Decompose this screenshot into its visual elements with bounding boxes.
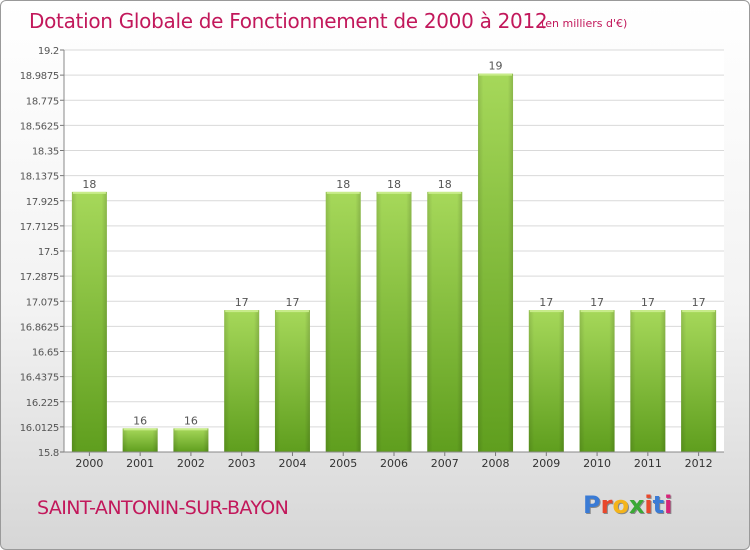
x-tick-label: 2000 <box>75 457 103 470</box>
data-label: 18 <box>387 178 401 191</box>
y-tick-label: 18.775 <box>26 96 59 107</box>
x-tick-label: 2008 <box>482 457 510 470</box>
bar-shade <box>427 191 463 452</box>
x-tick-label: 2010 <box>583 457 611 470</box>
x-tick-label: 2003 <box>228 457 256 470</box>
bar-highlight <box>326 191 360 194</box>
y-tick-label: 16.4375 <box>20 373 59 384</box>
y-tick-label: 18.1375 <box>20 172 59 183</box>
bar-shade <box>681 310 717 452</box>
data-label: 18 <box>438 178 452 191</box>
chart-subtitle: (en milliers d'€) <box>541 17 628 30</box>
y-tick-label: 17.075 <box>26 297 59 308</box>
logo-letter: i <box>644 491 653 519</box>
x-tick-label: 2006 <box>380 457 408 470</box>
y-tick-label: 18.5625 <box>20 121 59 132</box>
data-label: 17 <box>692 296 706 309</box>
y-tick-label: 17.2875 <box>20 272 59 283</box>
bar-shade <box>71 191 107 452</box>
data-label: 17 <box>590 296 604 309</box>
x-tick-label: 2002 <box>177 457 205 470</box>
data-label: 17 <box>641 296 655 309</box>
data-label: 17 <box>539 296 553 309</box>
bar-highlight <box>580 310 614 313</box>
x-axis: 2000 2001 2002 2003 2004 2005 2006 2007 2008 2009… <box>64 451 724 470</box>
y-tick-label: 19.2 <box>38 46 59 57</box>
y-tick-label: 16.0125 <box>20 423 59 434</box>
y-tick-label: 15.8 <box>38 448 59 459</box>
bar-shade <box>325 191 361 452</box>
logo-letter: i <box>664 491 673 519</box>
bar-highlight <box>682 310 716 313</box>
bar-highlight <box>123 428 157 431</box>
y-tick-label: 18.9875 <box>20 71 59 82</box>
y-tick-label: 17.925 <box>26 197 59 208</box>
bar-highlight <box>225 310 259 313</box>
bar-highlight <box>174 428 208 431</box>
bar-shade <box>224 310 260 452</box>
proxiti-logo[interactable]: Proxiti <box>583 491 672 519</box>
logo-letter: o <box>612 491 629 519</box>
x-tick-label: 2001 <box>126 457 154 470</box>
bar-shade <box>173 428 209 452</box>
data-label: 16 <box>184 414 198 427</box>
commune-name: SAINT-ANTONIN-SUR-BAYON <box>37 497 289 519</box>
bar-highlight <box>631 310 665 313</box>
logo-letter: x <box>628 491 645 519</box>
bar-shade <box>122 428 158 452</box>
bar-shade <box>528 310 564 452</box>
logo-letter: t <box>652 491 665 519</box>
bar-highlight <box>377 191 411 194</box>
y-tick-label: 18.35 <box>32 147 59 158</box>
data-label: 18 <box>336 178 350 191</box>
data-label: 17 <box>285 296 299 309</box>
x-tick-label: 2011 <box>634 457 662 470</box>
bar-shade <box>579 310 615 452</box>
bar-shade <box>376 191 412 452</box>
x-tick-label: 2004 <box>278 457 306 470</box>
x-tick-label: 2009 <box>532 457 560 470</box>
logo-letter: r <box>600 491 613 519</box>
y-tick-label: 17.5 <box>38 247 59 258</box>
bar-shade <box>274 310 310 452</box>
y-tick-label: 16.65 <box>32 348 59 359</box>
bar-highlight <box>428 191 462 194</box>
x-tick-label: 2007 <box>431 457 459 470</box>
bars: 18 16 16 17 17 18 18 18 19 17 17 17 17 <box>71 60 717 452</box>
y-axis: 15.8 16.0125 16.225 16.4375 16.65 16.8625 17.0… <box>20 46 65 459</box>
bar-highlight <box>529 310 563 313</box>
data-label: 19 <box>489 60 503 73</box>
data-label: 16 <box>133 414 147 427</box>
x-tick-label: 2005 <box>329 457 357 470</box>
y-tick-label: 16.225 <box>26 398 59 409</box>
bar-highlight <box>72 191 106 194</box>
data-label: 18 <box>82 178 96 191</box>
y-tick-label: 16.8625 <box>20 322 59 333</box>
x-tick-label: 2012 <box>685 457 713 470</box>
logo-letter: P <box>583 491 601 519</box>
bar-shade <box>630 310 666 452</box>
data-label: 17 <box>235 296 249 309</box>
chart-title: Dotation Globale de Fonctionnement de 20… <box>29 9 548 33</box>
bar-highlight <box>479 73 513 76</box>
bar-shade <box>478 73 514 452</box>
bar-highlight <box>275 310 309 313</box>
y-tick-label: 17.7125 <box>20 222 59 233</box>
